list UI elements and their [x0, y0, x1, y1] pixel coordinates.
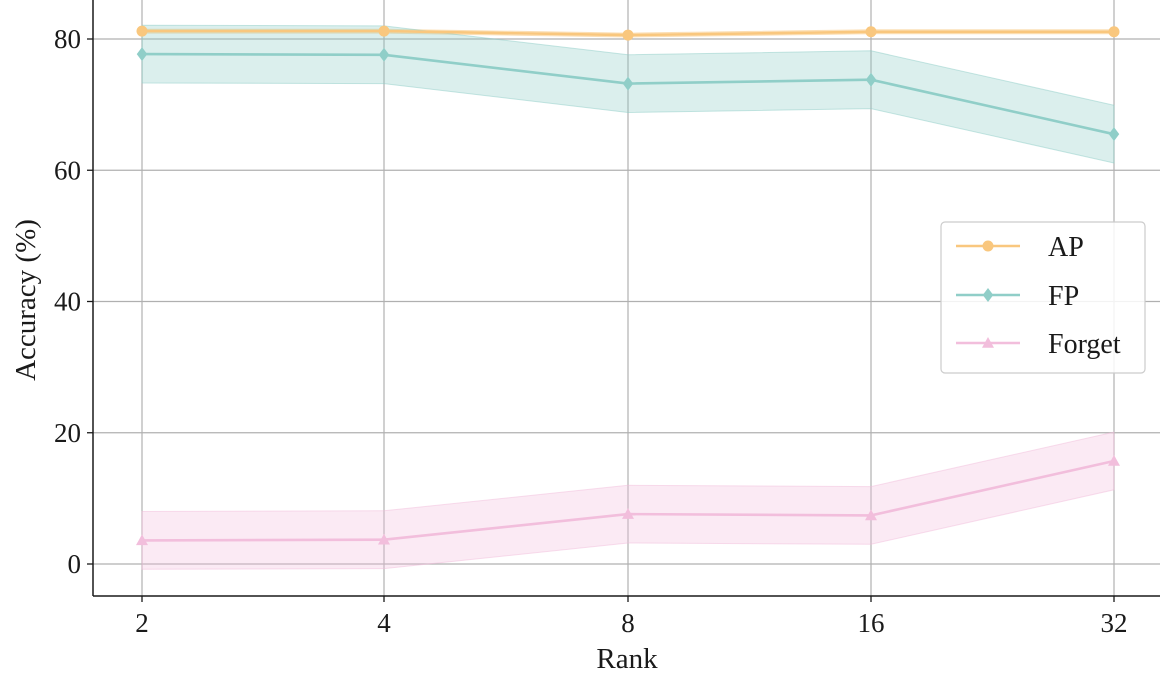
y-tick-label: 40: [54, 287, 81, 317]
legend-box: [940, 221, 1146, 374]
ap-point: [378, 25, 390, 37]
forget-point: [1108, 454, 1120, 466]
fp-legend-label: FP: [1048, 281, 1079, 312]
y-tick-label: 60: [54, 155, 81, 185]
forget-point: [622, 508, 634, 519]
x-tick-label: 2: [135, 608, 149, 638]
ap-point: [622, 29, 634, 41]
axes: [87, 0, 1160, 602]
forget-confidence-band: [141, 431, 1115, 570]
fp-point: [622, 76, 634, 91]
fp-point: [1108, 127, 1120, 142]
forget-point: [136, 534, 148, 546]
fp-point: [136, 47, 148, 62]
ap-legend-marker: [982, 240, 994, 252]
y-tick-label: 80: [54, 24, 81, 54]
ap-point: [136, 25, 148, 37]
fp-legend-marker: [982, 288, 994, 302]
x-tick-label: 16: [858, 608, 885, 638]
x-tick-label: 4: [377, 608, 391, 638]
forget-legend-label: Forget: [1048, 329, 1121, 360]
fp-point: [378, 47, 390, 62]
series-markers: [136, 25, 1120, 546]
y-axis-title: Accuracy (%): [10, 219, 42, 381]
forget-legend-marker: [982, 337, 994, 348]
ap-legend-label: AP: [1048, 232, 1084, 263]
forget-point: [865, 509, 877, 521]
x-tick-label: 8: [621, 608, 635, 638]
ap-point: [1108, 26, 1120, 38]
y-tick-label: 20: [54, 418, 81, 448]
ap-point: [865, 26, 877, 38]
tick-labels: 0 20 40 60 80 2 4 8 16 32: [54, 24, 1128, 638]
x-axis-title: Rank: [596, 643, 658, 675]
forget-point: [378, 533, 390, 545]
legend: AP FP Forget: [940, 221, 1146, 374]
fp-point: [865, 72, 877, 87]
x-tick-label: 32: [1101, 608, 1128, 638]
y-tick-label: 0: [68, 549, 82, 579]
